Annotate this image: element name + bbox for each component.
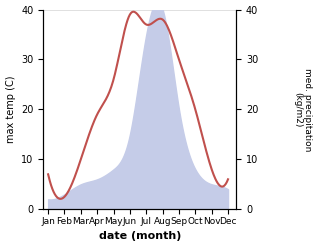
Y-axis label: med. precipitation
(kg/m2): med. precipitation (kg/m2) [293, 68, 313, 151]
Y-axis label: max temp (C): max temp (C) [5, 76, 16, 143]
X-axis label: date (month): date (month) [99, 231, 181, 242]
